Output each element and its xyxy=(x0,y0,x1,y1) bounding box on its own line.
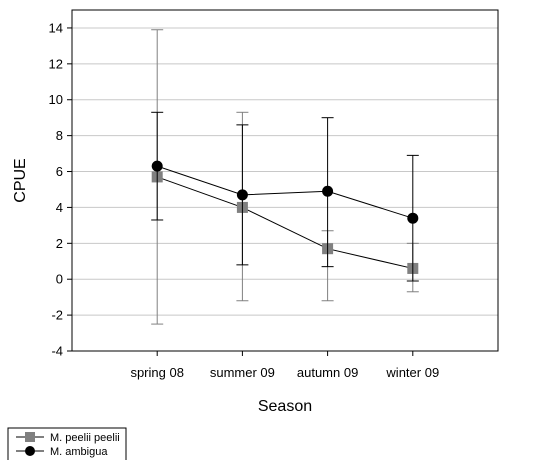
series-line xyxy=(157,176,413,269)
y-axis-title: CPUE xyxy=(12,158,29,202)
y-tick-label: -2 xyxy=(51,308,63,323)
data-point xyxy=(236,189,248,201)
x-tick-label: spring 08 xyxy=(130,365,183,380)
y-tick-label: 10 xyxy=(49,92,63,107)
y-tick-label: 0 xyxy=(56,272,63,287)
series-0 xyxy=(151,29,419,325)
y-tick-label: 6 xyxy=(56,164,63,179)
data-point xyxy=(407,212,419,224)
legend-marker xyxy=(25,432,35,442)
legend-marker xyxy=(25,446,35,456)
y-tick-label: 14 xyxy=(49,20,63,35)
x-tick-label: summer 09 xyxy=(210,365,275,380)
x-tick-label: autumn 09 xyxy=(297,365,358,380)
legend-label: M. peelii peelii xyxy=(50,432,120,444)
y-tick-label: 12 xyxy=(49,56,63,71)
series-1 xyxy=(151,111,419,282)
data-point xyxy=(322,185,334,197)
legend: M. peelii peelii M. ambigua xyxy=(7,427,127,460)
y-tick-label: 4 xyxy=(56,200,63,215)
x-axis: spring 08 summer 09 autumn 09 winter 09 xyxy=(130,351,439,380)
y-tick-label: 2 xyxy=(56,236,63,251)
y-axis: -4 -2 0 2 4 6 8 10 12 14 xyxy=(49,20,72,359)
data-point xyxy=(151,160,163,172)
plot-area xyxy=(71,9,499,352)
gridlines xyxy=(72,27,498,316)
x-tick-label: winter 09 xyxy=(385,365,439,380)
legend-label: M. ambigua xyxy=(50,446,108,458)
y-tick-label: 8 xyxy=(56,128,63,143)
series-layer xyxy=(151,29,419,325)
y-tick-label: -4 xyxy=(51,344,63,359)
x-axis-title: Season xyxy=(258,398,312,415)
series-line xyxy=(157,165,413,219)
